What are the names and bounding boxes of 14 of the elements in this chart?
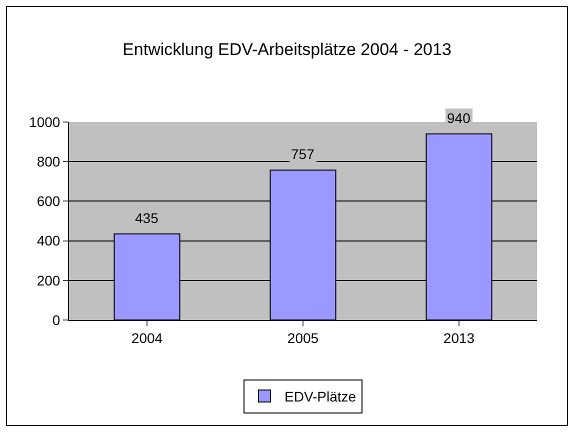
y-tick-label: 1000 [29,114,60,130]
data-label: 757 [291,146,315,162]
y-tick-label: 0 [52,312,60,328]
data-label: 940 [447,110,471,126]
x-tick-label: 2004 [131,330,163,346]
y-tick-label: 200 [36,272,60,288]
legend-label: EDV-Plätze [284,388,356,404]
x-tick-label: 2005 [287,330,319,346]
x-tick-label: 2013 [443,330,475,346]
data-label: 435 [135,210,159,226]
y-tick-label: 800 [36,154,60,170]
y-tick-label: 400 [36,232,60,249]
y-tick-label: 600 [36,193,60,210]
chart-title: Entwicklung EDV-Arbeitsplätze 2004 - 2013 [122,40,452,59]
